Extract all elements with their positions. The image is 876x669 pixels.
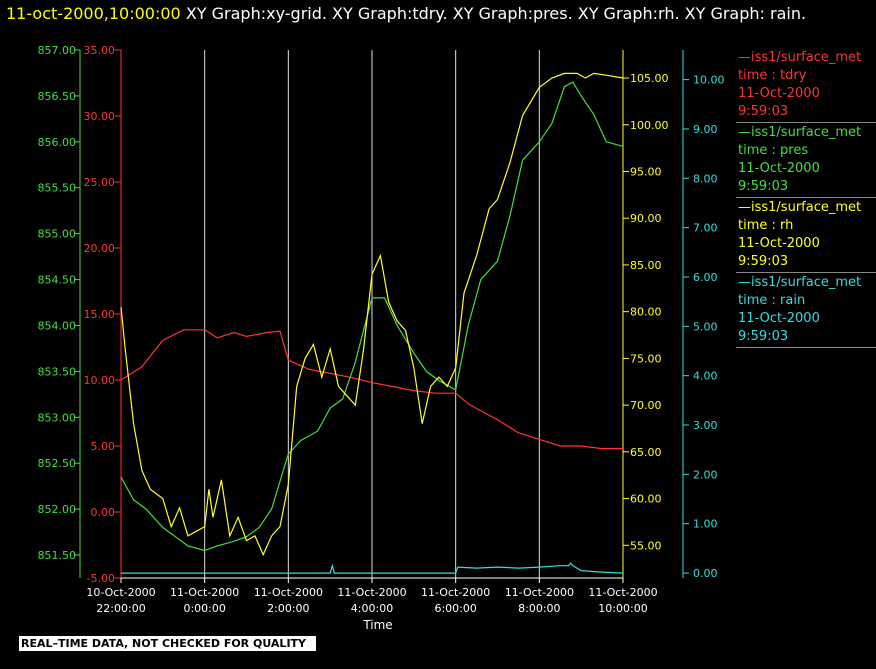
x-tick-time: 4:00:00 <box>351 602 393 615</box>
grid-lines <box>204 50 624 578</box>
pres-tick-label: 856.50 <box>38 90 77 103</box>
x-tick-time: 22:00:00 <box>96 602 145 615</box>
rh-tick-label: 95.00 <box>630 165 662 178</box>
rh-tick-label: 100.00 <box>630 119 669 132</box>
rh-tick-label: 65.00 <box>630 446 662 459</box>
rh-tick-label: 55.00 <box>630 539 662 552</box>
x-tick-date: 11-Oct-2000 <box>588 586 657 599</box>
legend-line: —iss1/surface_met <box>738 125 862 140</box>
tdry-tick-label: 35.00 <box>84 44 116 57</box>
x-tick-time: 0:00:00 <box>183 602 225 615</box>
rain-tick-label: 7.00 <box>693 222 718 235</box>
x-tick-time: 10:00:00 <box>598 602 647 615</box>
x-tick-date: 11-Oct-2000 <box>254 586 323 599</box>
series-lines <box>120 72 624 574</box>
legend-line: —iss1/surface_met <box>738 50 862 65</box>
legend-time: 9:59:03 <box>738 329 789 344</box>
pres-tick-label: 853.00 <box>38 411 77 424</box>
pres-tick-label: 852.50 <box>38 457 77 470</box>
x-tick-time: 2:00:00 <box>267 602 309 615</box>
tdry-tick-label: 10.00 <box>84 374 116 387</box>
axes: 857.00 856.50 856.00 855.50 855.00 854.50 854.… <box>38 44 725 585</box>
quality-disclaimer: REAL–TIME DATA, NOT CHECKED FOR QUALITY <box>19 636 317 651</box>
pres-tick-label: 854.50 <box>38 274 77 287</box>
rain-tick-label: 3.00 <box>693 419 718 432</box>
rain-tick-label: 8.00 <box>693 172 718 185</box>
legend-field: time : rain <box>738 293 806 308</box>
rain-tick-label: 6.00 <box>693 271 718 284</box>
pres-tick-label: 856.00 <box>38 136 77 149</box>
x-tick-date: 10-Oct-2000 <box>86 586 155 599</box>
rh-tick-label: 85.00 <box>630 259 662 272</box>
title-timestamp: 11-oct-2000,10:00:00 <box>6 4 181 23</box>
rh-tick-label: 70.00 <box>630 399 662 412</box>
legend-time: 9:59:03 <box>738 104 789 119</box>
rain-tick-label: 5.00 <box>693 320 718 333</box>
pres-tick-label: 854.00 <box>38 319 77 332</box>
rh-tick-label: 90.00 <box>630 212 662 225</box>
pres-tick-label: 851.50 <box>38 549 77 562</box>
pres-tick-label: 855.00 <box>38 228 77 241</box>
rain-tick-label: 1.00 <box>693 518 718 531</box>
legend-field: time : pres <box>738 143 809 158</box>
tdry-tick-label: 5.00 <box>91 440 116 453</box>
legend-field: time : rh <box>738 218 794 233</box>
tdry-tick-label: 30.00 <box>84 110 116 123</box>
legend-date: 11-Oct-2000 <box>738 161 820 176</box>
title-graph-list: XY Graph:xy-grid. XY Graph:tdry. XY Grap… <box>185 4 807 23</box>
rain-tick-label: 2.00 <box>693 468 718 481</box>
rain-series-line <box>121 562 624 574</box>
x-tick-time: 6:00:00 <box>434 602 476 615</box>
x-tick-date: 11-Oct-2000 <box>337 586 406 599</box>
legend-time: 9:59:03 <box>738 179 789 194</box>
legend-date: 11-Oct-2000 <box>738 86 820 101</box>
rain-tick-label: 10.00 <box>693 74 725 87</box>
legend-date: 11-Oct-2000 <box>738 236 820 251</box>
x-axis-title: Time <box>362 618 392 632</box>
tdry-tick-label: 25.00 <box>84 176 116 189</box>
pres-series-line <box>120 81 624 552</box>
rain-tick-label: 0.00 <box>693 567 718 580</box>
rain-tick-label: 4.00 <box>693 370 718 383</box>
legend-line: —iss1/surface_met <box>738 275 862 290</box>
legend-field: time : tdry <box>738 68 807 83</box>
x-tick-date: 11-Oct-2000 <box>505 586 574 599</box>
pres-tick-label: 857.00 <box>38 44 77 57</box>
tdry-series-line <box>120 329 623 450</box>
rh-tick-label: 105.00 <box>630 72 669 85</box>
x-axis-labels: 10-Oct-2000 22:00:00 11-Oct-2000 0:00:00 11-… <box>86 578 658 615</box>
tdry-tick-label: -5.00 <box>87 572 115 585</box>
legend-line: —iss1/surface_met <box>738 200 862 215</box>
rain-tick-label: 9.00 <box>693 123 718 136</box>
pres-tick-label: 855.50 <box>38 182 77 195</box>
legend: —iss1/surface_met time : tdry 11-Oct-2000 9… <box>736 48 876 348</box>
pres-tick-label: 853.50 <box>38 365 77 378</box>
chart-title-line: 11-oct-2000,10:00:00 XY Graph:xy-grid. X… <box>6 2 866 25</box>
pres-tick-label: 852.00 <box>38 503 77 516</box>
tdry-tick-label: 0.00 <box>91 506 116 519</box>
legend-date: 11-Oct-2000 <box>738 311 820 326</box>
x-tick-date: 11-Oct-2000 <box>170 586 239 599</box>
tdry-tick-label: 20.00 <box>84 242 116 255</box>
legend-time: 9:59:03 <box>738 254 789 269</box>
tdry-tick-label: 15.00 <box>84 308 116 321</box>
x-tick-time: 8:00:00 <box>518 602 560 615</box>
rh-tick-label: 75.00 <box>630 352 662 365</box>
rh-tick-label: 60.00 <box>630 493 662 506</box>
x-tick-date: 11-Oct-2000 <box>421 586 490 599</box>
rh-tick-label: 80.00 <box>630 306 662 319</box>
rh-series-line <box>120 72 624 557</box>
